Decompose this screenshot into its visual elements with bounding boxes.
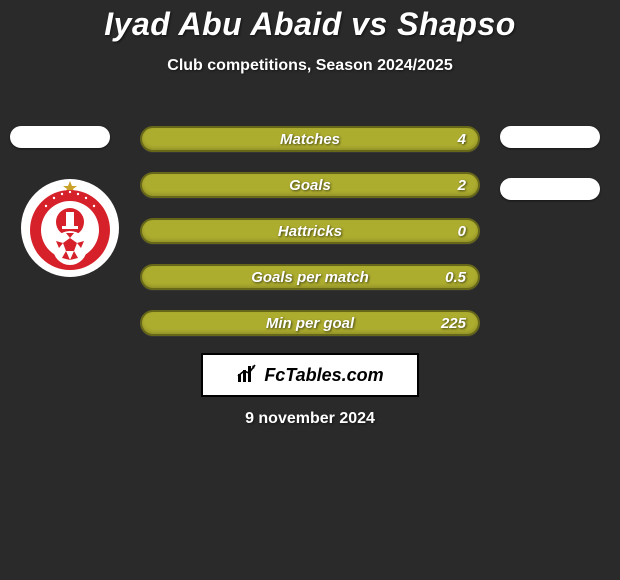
stat-label: Hattricks bbox=[142, 220, 478, 242]
club-badge bbox=[20, 178, 120, 278]
chart-icon bbox=[236, 362, 258, 389]
player-right-pill-1 bbox=[500, 126, 600, 148]
stat-row: Goals per match 0.5 bbox=[140, 264, 480, 290]
comparison-infographic: Iyad Abu Abaid vs Shapso Club competitio… bbox=[0, 0, 620, 580]
branding-label: FcTables.com bbox=[264, 365, 383, 386]
page-title: Iyad Abu Abaid vs Shapso bbox=[0, 0, 620, 43]
stat-value-right: 225 bbox=[441, 312, 466, 334]
stat-value-right: 4 bbox=[458, 128, 466, 150]
stat-value-right: 2 bbox=[458, 174, 466, 196]
date-line: 9 november 2024 bbox=[0, 410, 620, 428]
stat-rows: Matches 4 Goals 2 Hattricks 0 Goals per … bbox=[140, 126, 480, 356]
player-right-pill-2 bbox=[500, 178, 600, 200]
player-left-pill bbox=[10, 126, 110, 148]
stat-label: Goals bbox=[142, 174, 478, 196]
stat-value-right: 0.5 bbox=[445, 266, 466, 288]
branding-box: FcTables.com bbox=[201, 353, 419, 397]
stat-row: Hattricks 0 bbox=[140, 218, 480, 244]
stat-row: Matches 4 bbox=[140, 126, 480, 152]
stat-row: Min per goal 225 bbox=[140, 310, 480, 336]
stat-row: Goals 2 bbox=[140, 172, 480, 198]
stat-label: Min per goal bbox=[142, 312, 478, 334]
subtitle: Club competitions, Season 2024/2025 bbox=[0, 57, 620, 75]
stat-label: Goals per match bbox=[142, 266, 478, 288]
stat-value-right: 0 bbox=[458, 220, 466, 242]
stat-label: Matches bbox=[142, 128, 478, 150]
